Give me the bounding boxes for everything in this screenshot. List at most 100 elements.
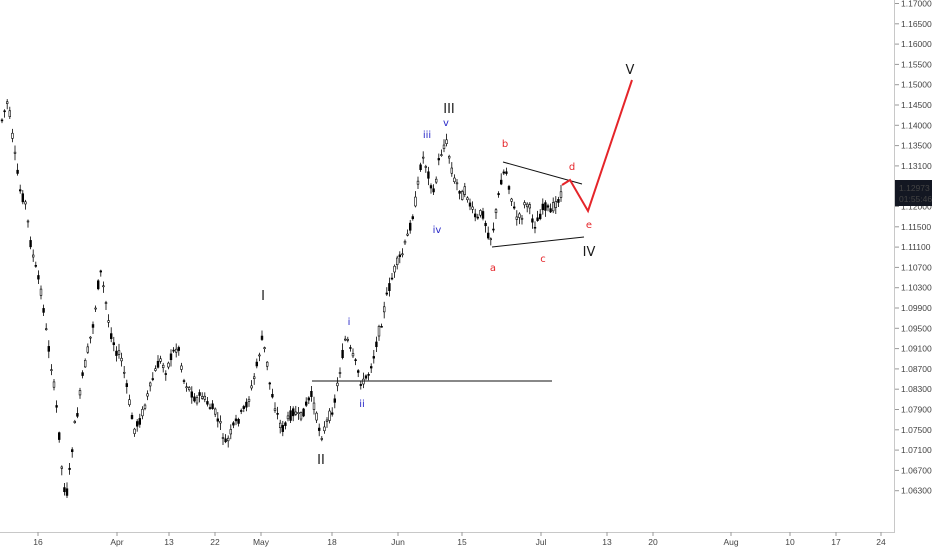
candle xyxy=(276,406,279,420)
candle xyxy=(65,482,69,499)
candle xyxy=(219,415,222,430)
candle xyxy=(149,381,152,392)
candle xyxy=(263,346,266,353)
candle xyxy=(403,239,407,246)
y-tick-label: 1.07900 xyxy=(901,405,932,415)
candle xyxy=(211,400,214,410)
candle xyxy=(78,387,82,399)
y-tick-label: 1.10700 xyxy=(901,262,932,272)
x-tick-label: 13 xyxy=(164,537,174,547)
candle xyxy=(424,164,427,173)
candle xyxy=(434,176,438,185)
x-tick-label: Aug xyxy=(723,537,738,547)
candle xyxy=(232,421,235,429)
y-tick-label: 1.14500 xyxy=(901,100,932,110)
wave-label-V: V xyxy=(626,63,635,78)
candle xyxy=(421,151,425,164)
candle xyxy=(336,377,339,392)
candle xyxy=(304,397,308,408)
candle xyxy=(338,367,342,378)
candle xyxy=(330,407,334,417)
wave-label-b: b xyxy=(502,139,508,150)
candle xyxy=(359,380,362,390)
candle xyxy=(468,198,472,211)
candle xyxy=(37,270,40,285)
candle xyxy=(398,251,401,264)
candle xyxy=(447,154,451,164)
candle xyxy=(250,380,253,391)
candle xyxy=(437,153,440,166)
candle xyxy=(104,300,108,311)
candle xyxy=(203,392,206,403)
candle xyxy=(112,336,116,352)
candle xyxy=(554,196,558,214)
candle xyxy=(349,344,352,352)
y-tick-label: 1.08700 xyxy=(901,364,932,374)
candle xyxy=(16,163,19,176)
candle xyxy=(367,372,370,381)
candle xyxy=(177,345,180,356)
candle xyxy=(117,343,121,359)
candle xyxy=(39,285,43,300)
candle xyxy=(393,264,396,278)
candle xyxy=(375,336,378,352)
x-tick-label: 24 xyxy=(876,537,886,547)
candle xyxy=(536,210,539,222)
trendlines-group xyxy=(312,79,633,382)
candle xyxy=(151,372,154,382)
candle xyxy=(473,208,477,222)
y-tick-label: 1.13100 xyxy=(901,161,932,171)
candle xyxy=(419,162,422,172)
y-tick-label: 1.14000 xyxy=(901,120,932,130)
candle xyxy=(253,373,256,385)
candle xyxy=(47,340,51,359)
candle xyxy=(445,133,448,147)
candle xyxy=(60,465,64,476)
candle xyxy=(18,184,22,194)
candle xyxy=(333,394,336,409)
candle xyxy=(240,408,243,415)
candle xyxy=(55,400,58,413)
candle xyxy=(125,379,129,394)
candle xyxy=(229,424,232,440)
candle xyxy=(531,214,534,229)
y-tick-label: 1.07500 xyxy=(901,425,932,435)
candle xyxy=(380,323,383,328)
wave-label-ii: ii xyxy=(359,399,365,410)
candle xyxy=(89,336,92,344)
countdown-label: 01:55:46 xyxy=(899,194,932,204)
candle xyxy=(146,390,149,401)
candle xyxy=(8,106,11,119)
candle xyxy=(507,184,511,195)
candle xyxy=(533,221,537,234)
candle xyxy=(549,203,552,214)
candle xyxy=(286,411,290,422)
candle xyxy=(307,396,310,405)
wave-label-c: c xyxy=(540,254,546,265)
candle xyxy=(110,327,113,343)
candle xyxy=(429,183,433,194)
candle xyxy=(123,365,126,379)
y-tick-label: 1.06300 xyxy=(901,486,932,496)
x-tick-label: 16 xyxy=(33,537,43,547)
candle xyxy=(541,198,545,215)
candle xyxy=(291,406,295,422)
candle xyxy=(518,212,521,225)
candle xyxy=(408,219,412,234)
candle xyxy=(76,407,79,419)
y-tick-label: 1.13500 xyxy=(901,141,932,151)
candle xyxy=(265,361,269,371)
candle xyxy=(317,423,321,437)
wave-projection-line xyxy=(561,79,633,214)
candle xyxy=(141,406,144,420)
y-tick-label: 1.11100 xyxy=(901,242,931,252)
candle xyxy=(499,173,503,186)
candle xyxy=(224,434,227,444)
candle xyxy=(115,346,118,362)
candle xyxy=(299,411,303,422)
candle xyxy=(297,406,300,420)
candle xyxy=(167,361,170,370)
candle xyxy=(284,421,287,430)
candle xyxy=(52,378,56,391)
wave-label-i: i xyxy=(348,317,351,328)
